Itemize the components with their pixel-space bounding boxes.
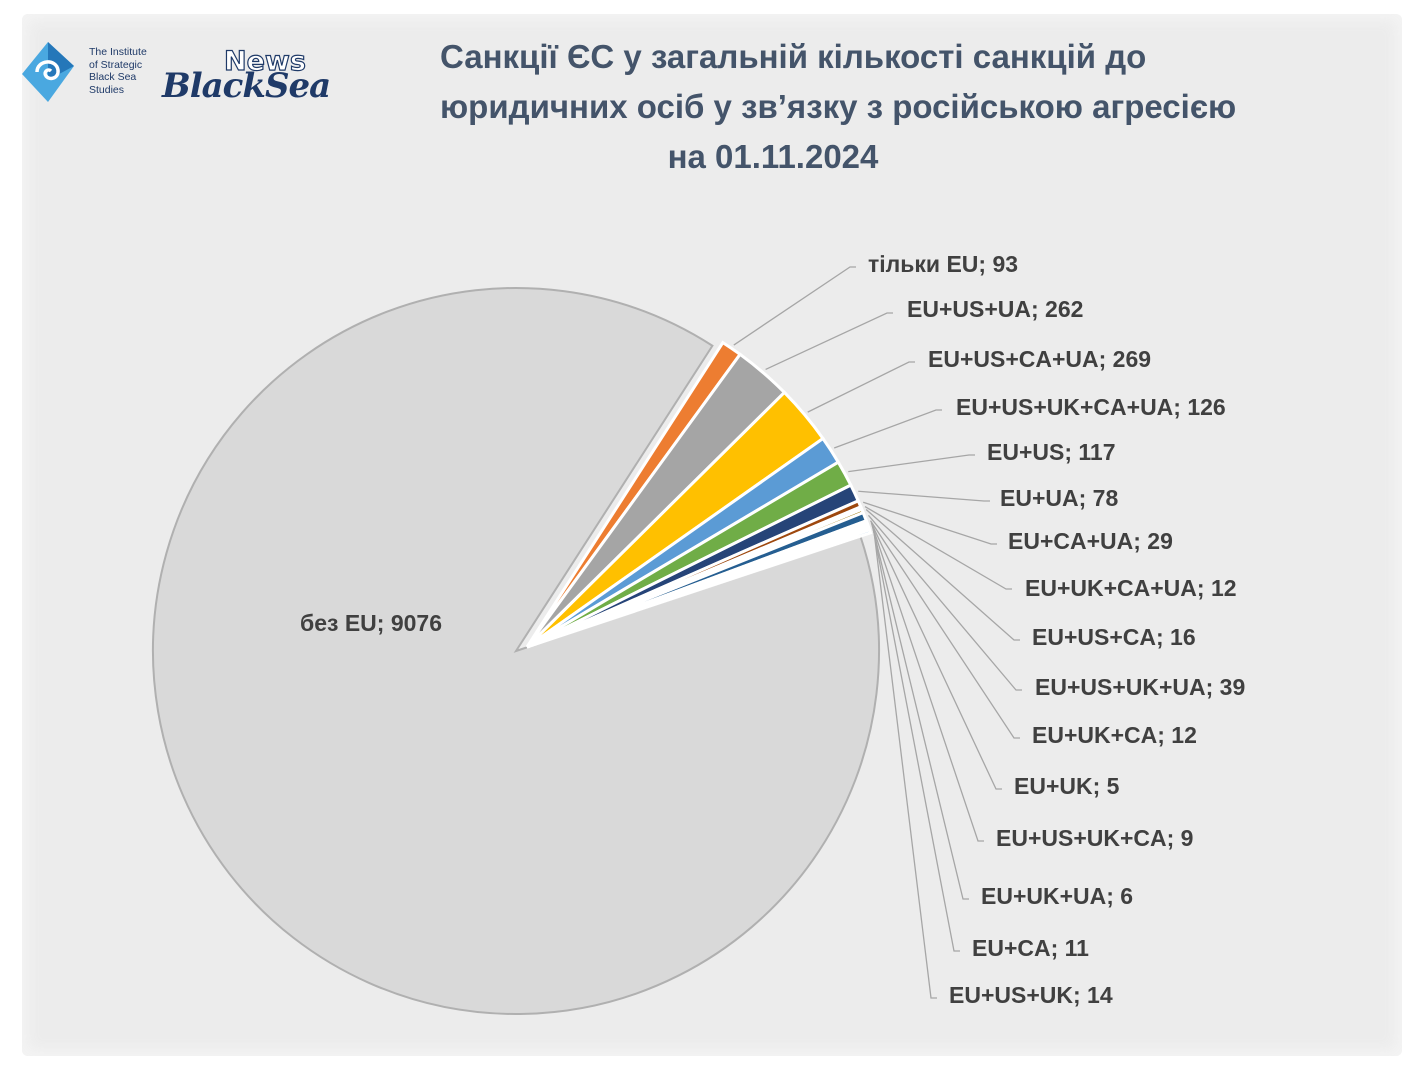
leader-line-eu-us-ca (865, 509, 1020, 641)
data-label-eu-us-ua: EU+US+UA; 262 (907, 296, 1083, 322)
chart-title-line-3: на 01.11.2024 (667, 138, 879, 175)
data-label-eu-uk-ca-ua: EU+UK+CA+UA; 12 (1025, 575, 1237, 601)
isbss-logo: The Institute of Strategic Black Sea Stu… (20, 40, 160, 104)
data-label-eu-us-uk-ca: EU+US+UK+CA; 9 (996, 825, 1193, 851)
leader-line-eu-us-uk-ua (867, 514, 1022, 691)
data-label-eu-us-uk: EU+US+UK; 14 (949, 982, 1113, 1008)
chart-title-line-1: Санкції ЄС у загальній кількості санкцій… (440, 38, 1147, 75)
leader-line-eu-uk-ca-ua (864, 506, 1012, 590)
isbss-emblem-icon (22, 42, 74, 102)
leader-line-eu-us-ua (765, 312, 893, 371)
pie-slice-eu-us-uk (526, 527, 873, 649)
leader-line-eu-us-uk-ca (871, 523, 984, 842)
leader-line-eu-uk-ca (869, 520, 1020, 739)
data-label-eu-uk-ca: EU+UK+CA; 12 (1032, 722, 1197, 748)
logo-blacksea-word: BlackSea (162, 66, 331, 106)
chart-title: Санкції ЄС у загальній кількості санкцій… (440, 32, 1237, 182)
leader-line-eu-ca (872, 527, 960, 952)
data-label-eu-uk: EU+UK; 5 (1014, 773, 1120, 799)
leader-lines (733, 266, 1022, 999)
data-label-eu-us: EU+US; 117 (987, 439, 1116, 465)
data-labels: без EU; 9076 тільки EU; 93 EU+US+UA; 262 EU… (300, 251, 1245, 1008)
leader-line-eu-ca-ua (862, 501, 997, 545)
data-label-eu-us-uk-ua: EU+US+UK+UA; 39 (1035, 674, 1245, 700)
data-label-eu-us-ca-ua: EU+US+CA+UA; 269 (928, 346, 1151, 372)
data-label-тільки-eu: тільки EU; 93 (868, 251, 1018, 277)
leader-line-тільки-eu (733, 266, 856, 346)
leader-line-eu-us (848, 454, 975, 473)
data-label-eu-ca-ua: EU+CA+UA; 29 (1008, 528, 1173, 554)
leader-line-eu-ua (858, 490, 990, 502)
pie-slices (152, 287, 880, 1015)
leader-line-eu-us-ca-ua (807, 361, 915, 413)
leader-line-eu-uk-ua (871, 525, 969, 900)
leader-line-eu-us-uk-ca-ua (833, 409, 942, 449)
pie-slice-без-eu (152, 287, 880, 1015)
chart-title-line-2: юридичних осіб у зв’язку з російською аг… (440, 88, 1237, 125)
leader-line-eu-us-uk (873, 529, 937, 999)
blacksea-news-logo: News BlackSea (160, 44, 331, 106)
data-label-eu-us-ca: EU+US+CA; 16 (1032, 624, 1196, 650)
data-label-без-eu: без EU; 9076 (300, 610, 442, 636)
data-label-eu-ca: EU+CA; 11 (972, 935, 1089, 961)
data-label-eu-uk-ua: EU+UK+UA; 6 (981, 883, 1133, 909)
data-label-eu-us-uk-ca-ua: EU+US+UK+CA+UA; 126 (956, 394, 1226, 420)
leader-line-eu-uk (870, 522, 1002, 790)
data-label-eu-ua: EU+UA; 78 (1000, 485, 1118, 511)
org-name: The Institute of Strategic Black Sea Stu… (89, 46, 147, 96)
logo-news-word: News (223, 45, 306, 77)
